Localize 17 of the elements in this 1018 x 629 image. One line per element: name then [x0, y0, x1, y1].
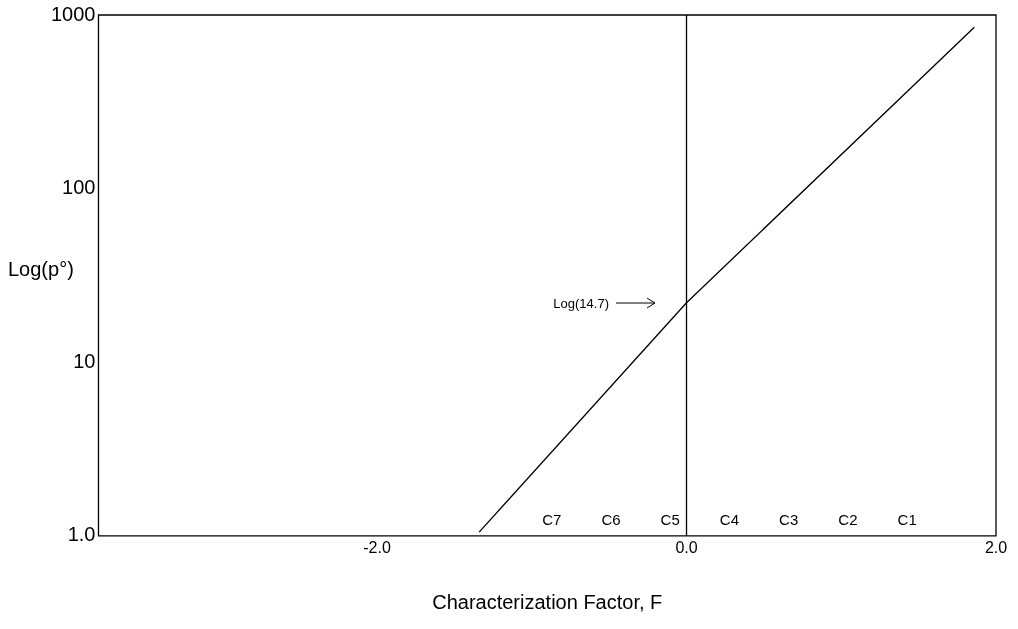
y-tick-label: 1.0 — [67, 523, 96, 546]
y-axis-title: Log(p°) — [8, 258, 74, 281]
annotation: Log(14.7) — [553, 295, 609, 311]
y-tick-label: 100 — [62, 176, 96, 199]
annotation: C4 — [719, 511, 740, 529]
annotation: C5 — [660, 511, 680, 529]
x-tick-label: -2.0 — [363, 538, 391, 556]
y-tick-label: 1000 — [50, 2, 96, 25]
y-tick-label: 10 — [73, 349, 96, 372]
annotation: C2 — [838, 511, 858, 529]
annotation: C1 — [897, 511, 917, 529]
x-tick-label: 2.0 — [984, 538, 1008, 556]
x-tick-label: 0.0 — [675, 538, 698, 556]
annotation: C6 — [601, 511, 621, 529]
annotation: C3 — [779, 511, 799, 529]
x-axis-title: Characterization Factor, F — [432, 590, 663, 613]
annotation: C7 — [542, 511, 562, 529]
